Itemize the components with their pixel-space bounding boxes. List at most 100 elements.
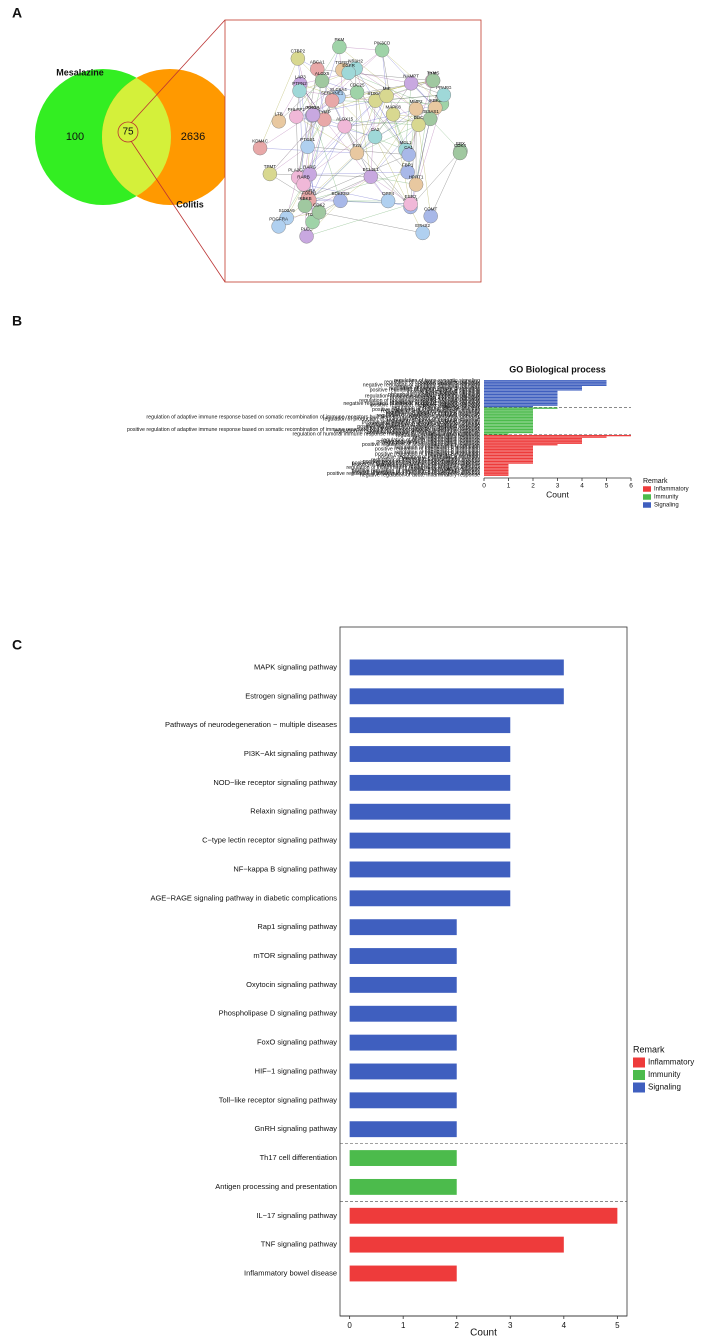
bar bbox=[349, 1121, 457, 1138]
highlight-ring bbox=[117, 121, 139, 143]
node-label: ABCA1 bbox=[310, 59, 325, 64]
legend-label: Immunity bbox=[648, 1070, 680, 1079]
category-label: positive regulation of interleukin-6 pro… bbox=[375, 447, 480, 453]
category-label: positive regulation of leukocyte mediate… bbox=[362, 419, 481, 425]
bar bbox=[484, 418, 533, 420]
x-tick-label: 2 bbox=[455, 1321, 460, 1330]
bar bbox=[349, 688, 564, 705]
bar bbox=[484, 447, 533, 449]
edge bbox=[356, 100, 376, 154]
edge bbox=[392, 114, 411, 207]
category-label: regulation of inflammatory response bbox=[396, 433, 480, 439]
category-label: regulation of interleukin-6 production bbox=[394, 445, 480, 451]
category-label: NIK/NF-kappaB signaling bbox=[421, 390, 481, 396]
category-label: interleukin-8 production bbox=[425, 448, 480, 454]
node-label: S100A9 bbox=[279, 208, 296, 213]
category-label: Pathways of neurodegeneration − multiple… bbox=[165, 720, 337, 729]
bar bbox=[484, 392, 558, 394]
edge bbox=[307, 154, 409, 198]
edge bbox=[299, 90, 304, 185]
category-label: Relaxin signaling pathway bbox=[250, 807, 337, 816]
edge bbox=[286, 114, 314, 219]
x-tick-label: 1 bbox=[507, 483, 511, 490]
node-label: TPMT bbox=[264, 164, 276, 169]
set-count: 2636 bbox=[181, 131, 205, 143]
category-label: intrinsic apoptotic signaling pathway bbox=[395, 384, 480, 390]
node-label: CA1 bbox=[404, 145, 413, 150]
category-label: regulation of production of molecular me… bbox=[323, 416, 480, 422]
category-label: regulation of neuroinflammatory response bbox=[382, 441, 480, 447]
edge bbox=[370, 176, 417, 185]
category-label: regulation of leukocyte mediated immunit… bbox=[381, 409, 480, 415]
node-label: BCL2L1 bbox=[363, 167, 380, 172]
node-label: NAMPT bbox=[403, 74, 419, 79]
bar bbox=[484, 384, 607, 386]
category-label: regulation of acute inflammatory respons… bbox=[381, 438, 480, 444]
category-label: positive regulation of interleukin-8 pro… bbox=[375, 451, 480, 457]
node bbox=[332, 39, 347, 55]
node-label: COMT bbox=[424, 206, 437, 211]
category-label: regulation of trans-synaptic signaling bbox=[394, 378, 480, 384]
node bbox=[408, 177, 424, 192]
category-label: Toll−like receptor signaling pathway bbox=[219, 1095, 337, 1104]
bar bbox=[349, 890, 511, 907]
bar bbox=[484, 450, 533, 452]
edge bbox=[381, 50, 387, 96]
legend-swatch bbox=[643, 486, 651, 492]
bar bbox=[484, 415, 533, 417]
node bbox=[324, 93, 340, 108]
node-label: PTPN2 bbox=[292, 81, 307, 86]
edge bbox=[387, 124, 419, 202]
node-label: CDC25 bbox=[350, 83, 365, 88]
node bbox=[333, 193, 348, 209]
node-label: IKBKE bbox=[429, 98, 442, 103]
node-label: S100A8 bbox=[367, 91, 384, 96]
category-label: regulation of NIK/NF-kappaB signaling bbox=[390, 400, 480, 406]
node-label: PKM bbox=[334, 37, 344, 42]
node-label: TGFB2 bbox=[335, 60, 350, 65]
category-label: chronic inflammatory response bbox=[408, 467, 480, 473]
category-label: Rap1 signaling pathway bbox=[257, 922, 337, 931]
bar bbox=[484, 433, 509, 435]
node-label: CDK4 bbox=[454, 143, 467, 148]
category-label: negative regulation of apoptotic signali… bbox=[363, 383, 481, 389]
node-label: PIK3CD bbox=[374, 40, 391, 45]
category-label: positive regulation of interleukin-6 sec… bbox=[378, 454, 480, 460]
category-label: HIF−1 signaling pathway bbox=[255, 1066, 338, 1075]
chart-title: GO Biological process bbox=[509, 364, 606, 374]
x-tick-label: 4 bbox=[580, 483, 584, 490]
bar bbox=[484, 468, 509, 470]
node bbox=[423, 111, 438, 127]
bar bbox=[484, 448, 533, 450]
edge bbox=[356, 92, 371, 177]
node bbox=[314, 73, 330, 89]
node bbox=[380, 193, 396, 209]
bar bbox=[484, 399, 558, 402]
node-label: SERPINE1 bbox=[321, 91, 344, 96]
node-label: FBP1 bbox=[402, 162, 414, 167]
set-name: Mesalazine bbox=[56, 67, 104, 77]
category-label: positive regulation of neuroinflammatory… bbox=[363, 459, 480, 465]
edge bbox=[278, 176, 371, 227]
node bbox=[415, 225, 430, 241]
bar bbox=[349, 919, 457, 936]
edge bbox=[298, 80, 323, 178]
edge bbox=[306, 200, 341, 237]
node bbox=[374, 42, 390, 58]
node-label: KDM4C bbox=[252, 138, 269, 143]
bar bbox=[484, 438, 582, 440]
legend-label: Inflammatory bbox=[654, 487, 689, 493]
node-label: LTB bbox=[275, 111, 283, 116]
node-label: DDC bbox=[414, 115, 424, 120]
category-label: regulation of humoral immune response me… bbox=[292, 432, 480, 438]
category-label: acute inflammatory response bbox=[412, 436, 480, 442]
category-label: regulation of apoptotic signaling pathwa… bbox=[384, 380, 480, 386]
category-label: positive regulation of interleukin-6 bio… bbox=[352, 460, 481, 466]
category-label: Oxytocin signaling pathway bbox=[246, 980, 337, 989]
category-label: TNF signaling pathway bbox=[261, 1240, 338, 1249]
edge bbox=[321, 80, 358, 154]
x-tick-label: 2 bbox=[531, 483, 535, 490]
node-label: TBXAS1 bbox=[422, 109, 440, 114]
edge bbox=[348, 72, 434, 81]
bar bbox=[484, 451, 533, 454]
